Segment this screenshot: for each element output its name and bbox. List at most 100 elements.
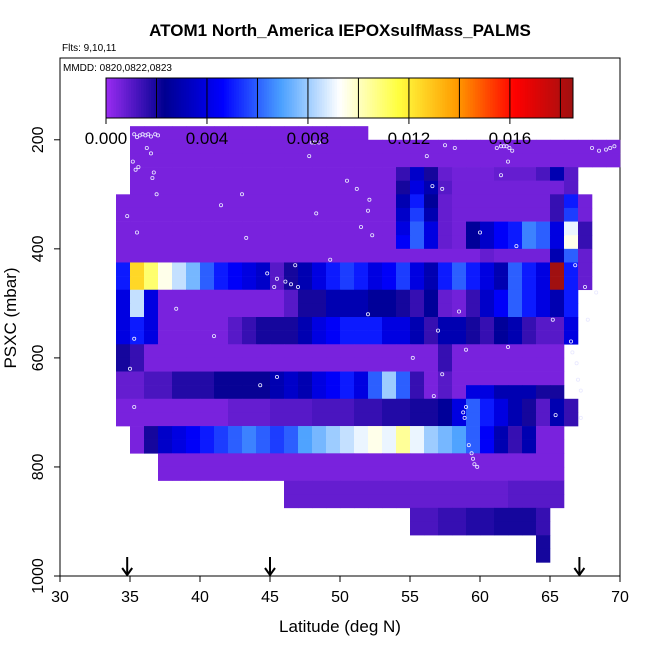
colorbar-swatch [354,78,358,118]
heatmap-cell [228,167,243,181]
heatmap-cell [326,194,341,209]
heatmap-cell [284,480,299,495]
flights-note: Flts: 9,10,11 [62,43,117,54]
heatmap-cell [242,153,257,168]
heatmap-cell [382,303,397,318]
heatmap-cell [116,235,131,250]
colorbar-ticks: 0.000 0.004 0.008 0.012 0.016 [85,118,531,148]
heatmap-cell [550,221,565,236]
observation-point [155,133,160,138]
colorbar-swatch [442,78,446,118]
colorbar-swatch [309,78,313,118]
observation-point [312,140,317,145]
heatmap-cell [340,385,355,400]
heatmap-cell [284,412,299,427]
heatmap-cell [452,248,467,263]
heatmap-cell [270,453,285,468]
heatmap-cell [452,398,467,413]
heatmap-cell [312,248,327,263]
heatmap-cell [172,330,187,345]
heatmap-cell [522,507,537,522]
heatmap-cell [452,507,467,522]
heatmap-cell [396,439,411,454]
observation-point [132,404,137,409]
heatmap-cell [536,466,551,481]
heatmap-cell [144,426,159,440]
heatmap-cell [508,494,523,509]
heatmap-cell [494,221,509,236]
colorbar-swatch [166,78,170,118]
heatmap-cell [522,439,537,454]
heatmap-cell [172,385,187,400]
colorbar-swatch [236,78,240,118]
heatmap-cell [536,344,551,359]
colorbar-swatch [545,78,549,118]
heatmap-cell [144,371,159,386]
heatmap-cell [172,262,187,277]
heatmap-cell [480,262,495,277]
colorbar [105,77,574,119]
heatmap-cell [242,139,257,154]
heatmap-cell [326,248,341,263]
colorbar-swatch [198,78,202,118]
heatmap-cell [144,303,159,318]
heatmap-cell [480,521,495,536]
colorbar-swatch [382,78,386,118]
heatmap-cell [284,371,299,386]
heatmap-cell [214,453,229,468]
heatmap-cell [578,221,593,236]
heatmap-cell [200,153,215,168]
heatmap-cell [214,180,229,195]
heatmap-cell [368,153,383,168]
colorbar-swatch [279,78,283,118]
heatmap-cell [200,317,215,331]
heatmap-cell [298,194,313,209]
heatmap-cell [172,317,187,331]
heatmap-cell [340,167,355,181]
colorbar-swatch [218,78,222,118]
heatmap-cell [494,139,509,154]
colorbar-swatch [369,78,373,118]
observation-point [151,170,156,175]
heatmap-cell [298,330,313,345]
heatmap-cell [410,262,425,277]
heatmap-cell [354,276,369,291]
heatmap-cell [340,330,355,345]
heatmap-cell [480,139,495,154]
colorbar-swatch [161,78,165,118]
heatmap-cell [494,276,509,291]
heatmap-cell [452,221,467,236]
heatmap-cell [270,180,285,195]
colorbar-swatch [497,78,501,118]
heatmap-cell [186,330,201,345]
heatmap-cell [284,330,299,345]
heatmap-cell [480,276,495,291]
colorbar-swatch [475,78,478,118]
heatmap-cell [158,426,173,440]
heatmap-cell [438,330,453,345]
heatmap-cell [494,453,509,468]
heatmap-cell [382,480,397,495]
heatmap-cell [452,139,467,154]
heatmap-cell [312,276,327,291]
heatmap-cell [298,248,313,263]
heatmap-cell [340,412,355,427]
heatmap-cell [214,330,229,345]
heatmap-cell [116,194,131,209]
heatmap-cell [312,494,327,509]
heatmap-cell [340,139,355,154]
heatmap-cell [396,276,411,291]
heatmap-cell [214,194,229,209]
heatmap-cell [564,412,579,427]
heatmap-cell [508,194,523,209]
colorbar-swatch [567,78,571,118]
colorbar-swatch [224,78,227,118]
heatmap-cell [326,426,341,440]
heatmap-cell [536,180,551,195]
dates-note: MMDD: 0820,0822,0823 [63,63,172,74]
heatmap-cell [186,371,201,386]
observation-point [134,135,139,140]
observation-point [132,336,137,341]
heatmap-cell [410,221,425,236]
